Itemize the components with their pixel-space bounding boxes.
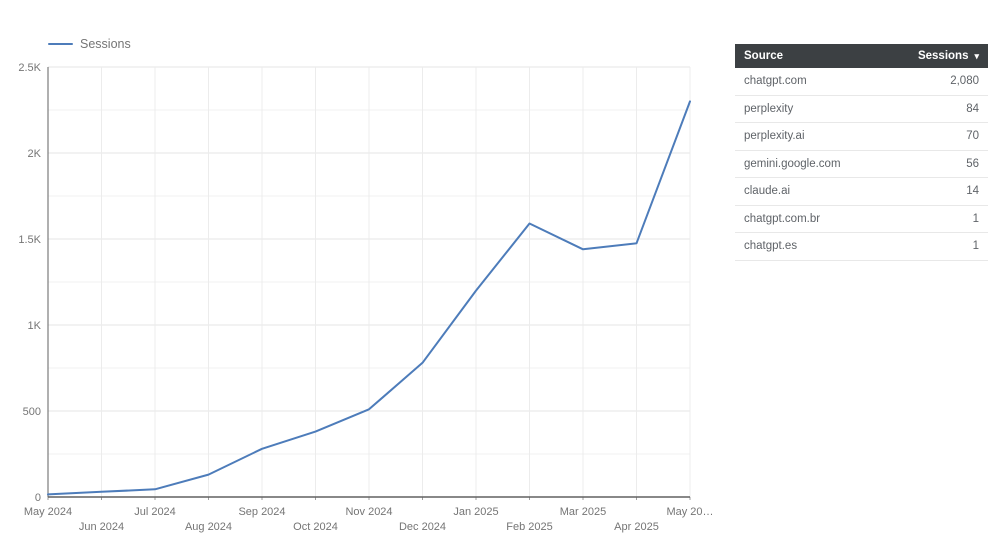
sort-descending-icon: ▾: [974, 50, 979, 61]
source-cell: chatgpt.com: [744, 75, 807, 88]
svg-text:500: 500: [23, 406, 41, 418]
table-row[interactable]: perplexity.ai 70: [735, 123, 988, 151]
svg-text:Jun 2024: Jun 2024: [79, 521, 124, 533]
sessions-cell: 84: [966, 102, 979, 115]
column-header-sessions[interactable]: Sessions ▾: [918, 50, 979, 62]
svg-text:Mar 2025: Mar 2025: [560, 506, 606, 518]
source-cell: chatgpt.com.br: [744, 212, 821, 225]
table-row[interactable]: chatgpt.com 2,080: [735, 68, 988, 96]
svg-text:1.5K: 1.5K: [18, 234, 41, 246]
sessions-cell: 14: [966, 185, 979, 198]
sessions-timeseries-panel: 0 500 1K 1.5K 2K 2.5K May 2024 Jun 2024 Jul 2024…: [0, 0, 720, 545]
source-cell: perplexity: [744, 102, 794, 115]
sessions-cell: 56: [966, 157, 979, 170]
table-row[interactable]: chatgpt.com.br 1: [735, 205, 988, 233]
table-row[interactable]: chatgpt.es 1: [735, 233, 988, 261]
sessions-cell: 1: [972, 212, 979, 225]
svg-text:Nov 2024: Nov 2024: [345, 506, 392, 518]
svg-text:Aug 2024: Aug 2024: [185, 521, 232, 533]
source-cell: gemini.google.com: [744, 157, 841, 170]
svg-text:Sep 2024: Sep 2024: [238, 506, 285, 518]
source-table-body: chatgpt.com 2,080 perplexity 84 perplexity.a…: [735, 68, 988, 261]
source-cell: perplexity.ai: [744, 130, 805, 143]
source-cell: chatgpt.es: [744, 240, 798, 253]
source-sessions-table: Source Sessions ▾ chatgpt.com 2,080 perple…: [735, 44, 988, 261]
svg-text:Apr 2025: Apr 2025: [614, 521, 659, 533]
svg-text:2.5K: 2.5K: [18, 62, 41, 74]
table-row[interactable]: claude.ai 14: [735, 178, 988, 206]
svg-text:Feb 2025: Feb 2025: [506, 521, 552, 533]
sessions-cell: 70: [966, 130, 979, 143]
legend-label: Sessions: [80, 37, 131, 51]
sessions-cell: 1: [972, 240, 979, 253]
sessions-cell: 2,080: [950, 75, 979, 88]
column-header-sessions-label: Sessions: [917, 50, 969, 62]
svg-text:May 2024: May 2024: [24, 506, 72, 518]
table-row[interactable]: gemini.google.com 56: [735, 150, 988, 178]
svg-text:May 20…: May 20…: [666, 506, 713, 518]
svg-text:Dec 2024: Dec 2024: [399, 521, 446, 533]
svg-text:Jan 2025: Jan 2025: [453, 506, 498, 518]
svg-text:1K: 1K: [28, 320, 42, 332]
table-row[interactable]: perplexity 84: [735, 95, 988, 123]
chart-legend: Sessions: [48, 37, 131, 51]
svg-text:2K: 2K: [28, 148, 42, 160]
svg-text:0: 0: [35, 492, 41, 504]
source-cell: claude.ai: [744, 185, 791, 198]
column-header-source[interactable]: Source: [744, 50, 783, 62]
sessions-series-swatch-icon: [48, 43, 73, 45]
svg-text:Jul 2024: Jul 2024: [134, 506, 176, 518]
table-header-row: Source Sessions ▾: [735, 44, 988, 68]
svg-text:Oct 2024: Oct 2024: [293, 521, 338, 533]
sessions-line-chart[interactable]: 0 500 1K 1.5K 2K 2.5K May 2024 Jun 2024 Jul 2024…: [0, 0, 720, 545]
